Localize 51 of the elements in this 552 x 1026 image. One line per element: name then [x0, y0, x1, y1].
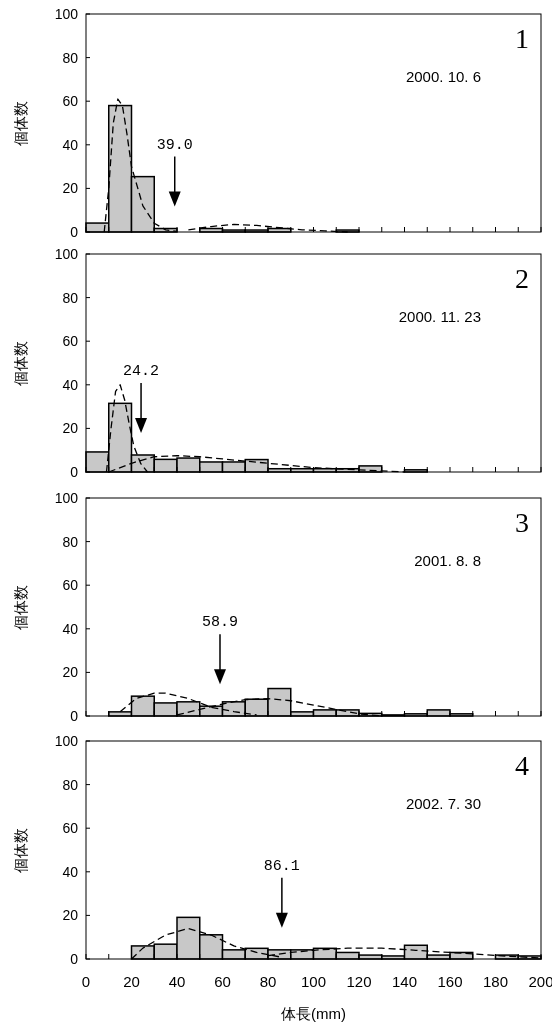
- y-axis-title: 個体数: [12, 340, 29, 386]
- ref-line-label: 39.0: [156, 136, 193, 154]
- x-tick-label: 180: [482, 973, 509, 990]
- y-tick-label: 0: [70, 951, 79, 967]
- ref-line-label: 58.9: [201, 614, 239, 632]
- annotation: 2001. 8. 8: [414, 552, 481, 569]
- y-tick-label: 20: [62, 664, 79, 681]
- x-tick-label: 160: [437, 973, 463, 990]
- y-axis-title: 個体数: [12, 827, 29, 873]
- y-tick-label: 0: [70, 464, 79, 480]
- y-axis-title: 個体数: [12, 584, 29, 630]
- ref-line-label: 86.1: [263, 857, 300, 875]
- y-tick-label: 0: [70, 708, 79, 724]
- y-tick-label: 100: [54, 490, 79, 506]
- y-tick-label: 100: [54, 6, 79, 22]
- x-tick-label: 20: [123, 973, 140, 990]
- y-tick-label: 20: [62, 180, 79, 197]
- ref-line-label: 24.2: [123, 363, 160, 380]
- annotation: 4: [515, 750, 529, 781]
- annotation: 2000. 10. 6: [405, 68, 481, 85]
- y-tick-label: 60: [62, 577, 79, 594]
- y-tick-label: 60: [62, 333, 79, 350]
- annotation: 2: [515, 263, 529, 294]
- y-tick-label: 80: [62, 776, 79, 793]
- y-tick-label: 40: [62, 863, 79, 880]
- y-tick-label: 80: [62, 533, 79, 550]
- x-tick-label: 100: [300, 973, 327, 990]
- x-tick-label: 60: [214, 973, 231, 990]
- y-tick-label: 0: [70, 224, 79, 240]
- y-tick-label: 60: [62, 820, 79, 837]
- x-tick-label: 0: [81, 973, 91, 990]
- y-tick-label: 20: [62, 420, 79, 437]
- y-tick-label: 80: [62, 49, 79, 66]
- y-tick-label: 40: [62, 136, 79, 153]
- annotation: 1: [515, 23, 529, 54]
- y-tick-label: 60: [62, 93, 79, 110]
- y-tick-label: 100: [54, 733, 79, 749]
- y-tick-label: 40: [62, 620, 79, 637]
- y-tick-label: 40: [62, 376, 79, 393]
- y-tick-label: 100: [54, 246, 79, 262]
- annotation: 2002. 7. 30: [405, 795, 481, 812]
- y-tick-label: 20: [62, 907, 79, 924]
- annotation: 2000. 11. 23: [398, 308, 481, 325]
- x-tick-label: 140: [391, 973, 418, 990]
- annotation: 3: [515, 507, 529, 538]
- y-tick-label: 80: [62, 289, 79, 306]
- x-tick-label: 80: [259, 973, 277, 990]
- y-axis-title: 個体数: [12, 100, 29, 146]
- x-axis-title: 体長(mm): [281, 1005, 346, 1022]
- x-tick-label: 40: [168, 973, 186, 990]
- x-tick-label: 120: [346, 973, 372, 990]
